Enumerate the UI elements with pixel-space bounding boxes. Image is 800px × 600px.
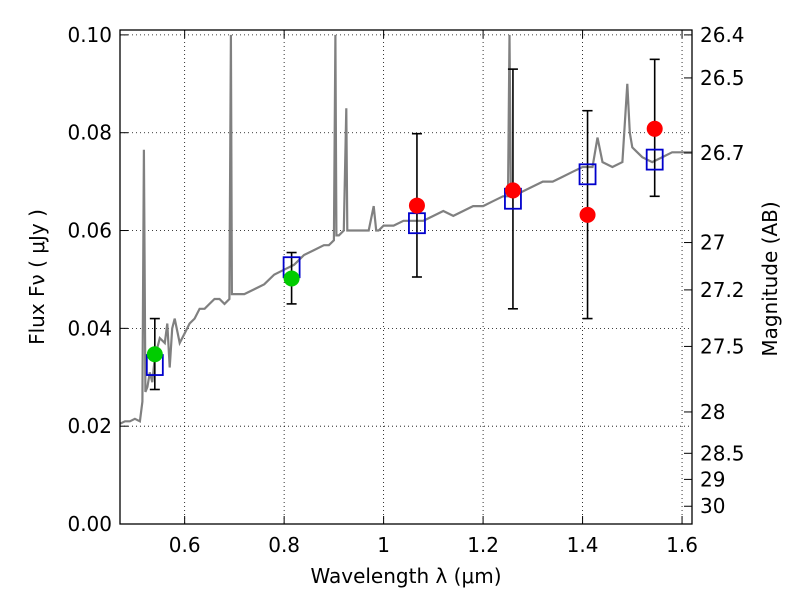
x-tick-label: 1.6 xyxy=(666,533,698,557)
y-tick-label: 0.06 xyxy=(67,219,112,243)
x-axis-label: Wavelength λ (μm) xyxy=(310,564,501,588)
right-y-tick-label: 26.4 xyxy=(700,23,745,47)
red-data-point xyxy=(579,206,596,223)
red-data-point xyxy=(408,197,425,214)
spectrum-line xyxy=(120,34,692,425)
right-y-tick-label: 29 xyxy=(700,467,725,491)
x-tick-label: 0.8 xyxy=(268,533,300,557)
y-tick-label: 0.00 xyxy=(67,512,112,536)
green-data-point xyxy=(283,270,300,287)
grid-lines xyxy=(120,30,692,525)
right-y-tick-label: 30 xyxy=(700,494,725,518)
right-y-tick-label: 28.5 xyxy=(700,441,745,465)
y-axis-label: Flux Fν ( μJy ) xyxy=(25,209,49,345)
x-tick-label: 0.6 xyxy=(169,533,201,557)
axes-layer: 0.6 0.8 1 1.2 1.4 1.6 0.00 0.02 0.04 0.06 0.08 0.10… xyxy=(67,23,744,557)
y-tick-label: 0.10 xyxy=(67,23,112,47)
plot-frame xyxy=(119,29,693,525)
model-photometry-square xyxy=(578,163,597,186)
right-y-tick-label: 28 xyxy=(700,400,725,424)
right-y-tick-label: 26.5 xyxy=(700,66,745,90)
right-y-tick-label: 27.5 xyxy=(700,334,745,358)
right-y-tick-label: 27.2 xyxy=(700,278,745,302)
green-data-point xyxy=(146,346,163,363)
x-tick-label: 1.2 xyxy=(467,533,499,557)
x-tick-label: 1 xyxy=(377,533,390,557)
right-y-tick-label: 26.7 xyxy=(700,141,745,165)
right-y-axis-label: Magnitude (AB) xyxy=(758,201,782,356)
right-y-tick-label: 27 xyxy=(700,231,725,255)
series-layer xyxy=(120,34,692,425)
y-tick-label: 0.02 xyxy=(67,414,112,438)
y-tick-label: 0.08 xyxy=(67,121,112,145)
x-tick-label: 1.4 xyxy=(567,533,599,557)
red-data-point xyxy=(504,182,521,199)
y-tick-label: 0.04 xyxy=(67,316,112,340)
model-photometry-square xyxy=(645,148,664,171)
red-data-point xyxy=(646,120,663,137)
